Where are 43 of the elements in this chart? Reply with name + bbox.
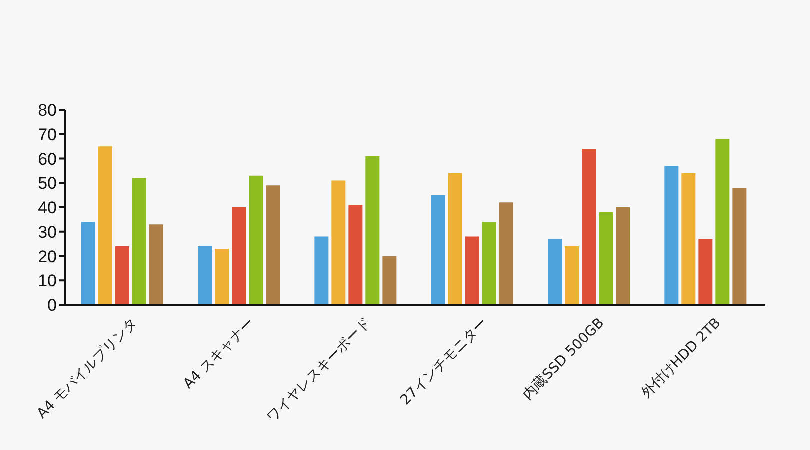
y-tick-label: 60 (38, 150, 57, 169)
bar (314, 236, 329, 305)
bar (382, 256, 397, 305)
bar (448, 173, 462, 305)
bar (698, 239, 713, 305)
bar (249, 176, 263, 305)
bar (348, 205, 363, 305)
bar (215, 248, 229, 305)
x-tick-label: 27インチモニター (398, 315, 491, 409)
bar (716, 139, 730, 305)
y-tick-label: 10 (38, 272, 57, 291)
bar (149, 224, 164, 305)
bar (582, 149, 596, 305)
bar (266, 186, 280, 305)
x-tick-label: ワイヤレスキーボード (264, 315, 374, 426)
bar (132, 178, 146, 305)
bar (548, 239, 562, 305)
bar (366, 156, 380, 305)
bar (499, 202, 514, 305)
bar (565, 246, 579, 305)
x-tick-label: A4 モバイルプリンタ (34, 315, 141, 422)
bar (482, 222, 496, 305)
y-tick-label: 30 (38, 222, 57, 242)
bar (81, 222, 96, 305)
y-tick-label: 20 (38, 247, 57, 266)
y-tick-label: 0 (48, 296, 57, 316)
bar (732, 188, 747, 305)
bar (664, 166, 679, 305)
bar (198, 246, 212, 305)
bar (465, 236, 480, 305)
bar (115, 246, 130, 305)
bar (332, 180, 346, 305)
bar (232, 208, 246, 305)
bar (98, 146, 112, 305)
bar (616, 208, 630, 305)
x-tick-label: A4 スキャナー (180, 315, 258, 392)
bar (431, 195, 446, 305)
y-tick-label: 70 (38, 125, 57, 144)
y-tick-label: 40 (38, 198, 57, 218)
y-tick-label: 80 (38, 101, 57, 120)
bar (599, 212, 613, 305)
bar (682, 173, 696, 305)
y-tick-label: 50 (38, 174, 57, 194)
